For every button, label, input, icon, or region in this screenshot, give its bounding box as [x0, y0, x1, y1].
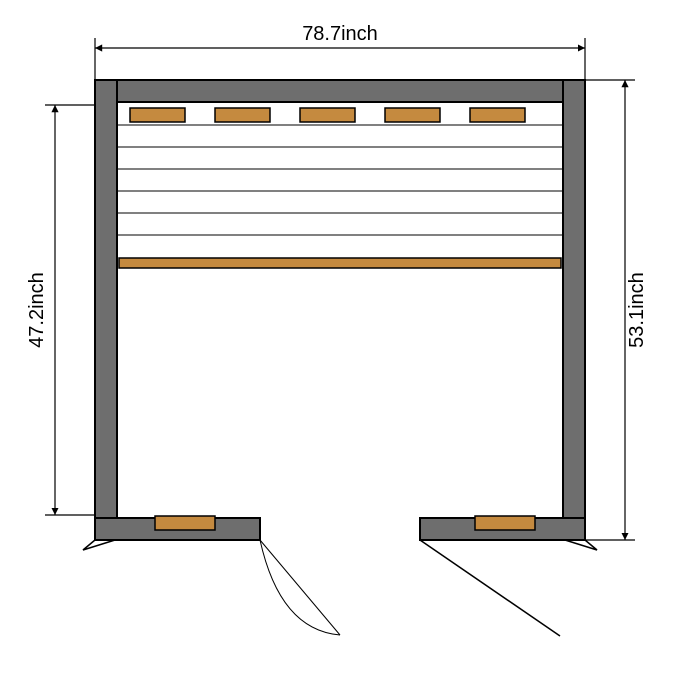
wall-left — [95, 80, 117, 540]
wall-top — [95, 80, 585, 102]
heater-top — [385, 108, 440, 122]
corner-chamfer-right — [565, 540, 597, 550]
wall-right — [563, 80, 585, 540]
door-leaf — [420, 540, 560, 636]
heater-top — [300, 108, 355, 122]
door-arc-chord — [260, 540, 340, 635]
dim-label-width: 78.7inch — [302, 23, 378, 45]
heater-top — [470, 108, 525, 122]
dim-label-height-right: 53.1inch — [626, 272, 648, 348]
heater-bottom-left — [155, 516, 215, 530]
heater-top — [130, 108, 185, 122]
bench-front-bar — [119, 258, 561, 268]
dim-label-height-left: 47.2inch — [26, 272, 48, 348]
heater-bottom-right — [475, 516, 535, 530]
floorplan-diagram: 78.7inch 53.1inch 47.2inch — [0, 0, 686, 700]
corner-chamfer-left — [83, 540, 115, 550]
heater-top — [215, 108, 270, 122]
